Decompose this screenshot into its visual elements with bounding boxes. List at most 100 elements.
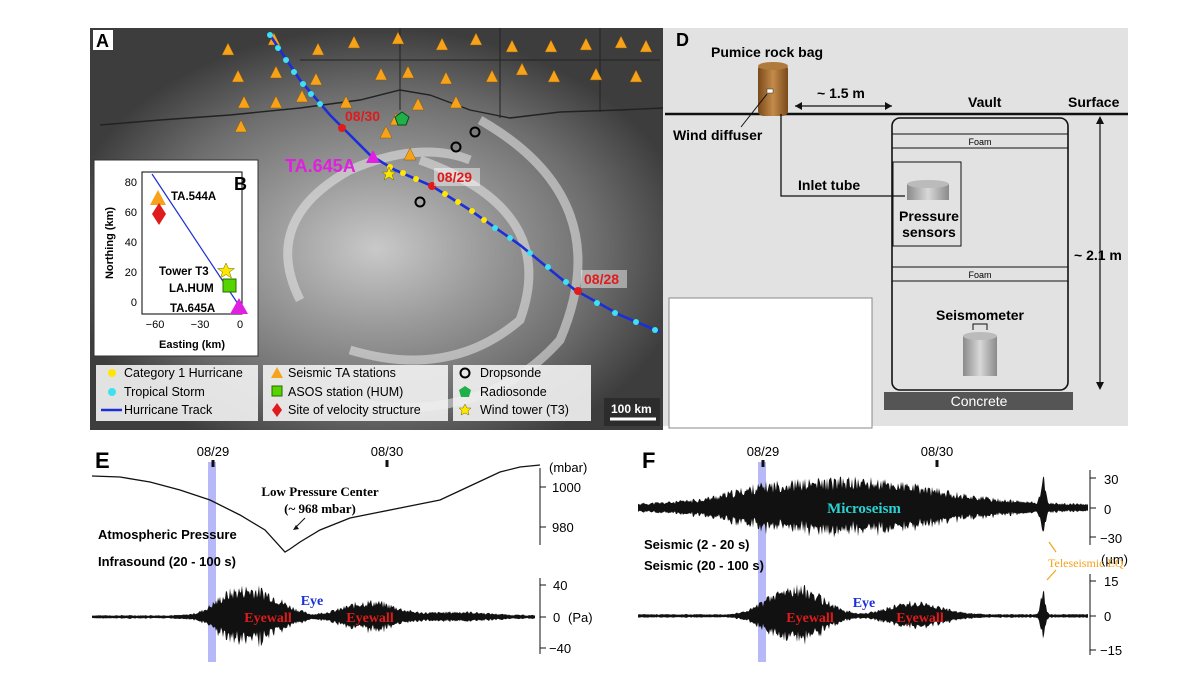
date-label-0828: 08/28 <box>584 271 619 287</box>
panel-f-letter: F <box>642 448 655 473</box>
e-infra-tick-m40: −40 <box>549 641 571 656</box>
e-annotation-2: (~ 968 mbar) <box>284 501 356 516</box>
b-xlabel: Easting (km) <box>159 339 225 351</box>
b-label-ta645a: TA.645A <box>170 303 215 315</box>
pressure-sensor-box <box>892 161 962 247</box>
e-ytick-980: 980 <box>552 520 574 535</box>
e-annotation-1: Low Pressure Center <box>261 484 378 499</box>
legend-label-dropsonde: Dropsonde <box>480 366 541 380</box>
legend-label-asos: ASOS station (HUM) <box>288 385 403 399</box>
f-eye: Eye <box>853 596 876 611</box>
e-eye: Eye <box>301 594 324 609</box>
d-vault-label: Vault <box>968 94 1002 110</box>
legend: Category 1 Hurricane Tropical Storm Hurr… <box>96 365 591 421</box>
e-ytick-1000: 1000 <box>552 480 581 495</box>
panel-d: D Pumice rock bag ~ 1.5 m Vault Surface … <box>663 28 1128 429</box>
d-depth-label: ~ 2.1 m <box>1074 247 1122 263</box>
e-date-0830: 08/30 <box>371 444 404 459</box>
pressure-sensor-icon <box>907 184 949 200</box>
legend-orange-triangle-icon <box>271 367 283 378</box>
legend-cyan-dot-icon <box>108 388 116 396</box>
legend-label-velocity: Site of velocity structure <box>288 403 421 417</box>
b-ytick-0: 0 <box>131 297 137 309</box>
dropsonde-markers <box>414 126 481 208</box>
e-eyewall-right: Eyewall <box>346 611 394 626</box>
d-pressure-label-2: sensors <box>902 224 956 240</box>
wind-tower-marker <box>381 166 397 181</box>
vault-box <box>891 117 1069 391</box>
e-infra-tick-40: 40 <box>553 578 567 593</box>
b-ylabel: Northing (km) <box>104 207 116 279</box>
f-teleseismic: Teleseismic EQ <box>1048 556 1124 570</box>
b-ta544a-marker <box>150 190 166 205</box>
d-diffuser-label: Wind diffuser <box>673 127 763 143</box>
panel-e: E 08/29 08/30 (mbar) 1000 980 Low Pressu… <box>91 444 593 662</box>
radiosonde-marker <box>394 111 410 126</box>
date-label-0829: 08/29 <box>437 169 472 185</box>
b-ytick-40: 40 <box>125 237 137 249</box>
ta645a-marker <box>366 150 380 163</box>
f-seis2-label: Seismic (20 - 100 s) <box>644 558 764 573</box>
legend-yellow-dot-icon <box>108 369 116 377</box>
b-label-lahum: LA.HUM <box>169 283 214 295</box>
panel-label-a <box>93 30 113 50</box>
b-label-tower: Tower T3 <box>159 266 209 278</box>
scale-bar-label: 100 km <box>611 402 652 416</box>
legend-black-circle-icon <box>459 367 471 379</box>
f-seis2-tick-0: 0 <box>1104 609 1111 624</box>
legend-red-diamond-icon <box>272 403 282 417</box>
panel-e-letter: E <box>95 448 110 473</box>
wind-diffuser-icon <box>766 88 774 94</box>
d-distance-label: ~ 1.5 m <box>817 85 865 101</box>
e-infra-tick-0: 0 <box>553 610 560 625</box>
date-label-0830: 08/30 <box>345 108 380 124</box>
pressure-trace <box>91 464 541 553</box>
b-xtick-0: 0 <box>237 319 243 331</box>
f-date-0829: 08/29 <box>747 444 780 459</box>
d-pressure-label-1: Pressure <box>899 208 959 224</box>
track-markers <box>267 32 658 333</box>
seismic-trace-2 <box>638 584 1088 645</box>
panel-b-letter: B <box>234 174 247 194</box>
b-xtick-m60: −60 <box>146 319 165 331</box>
e-highlight-0829 <box>208 462 216 662</box>
legend-green-pentagon-icon <box>459 386 471 397</box>
legend-green-square-icon <box>271 385 283 397</box>
b-ytick-20: 20 <box>125 267 137 279</box>
legend-label-seismic: Seismic TA stations <box>288 366 396 380</box>
legend-label-tower: Wind tower (T3) <box>480 403 569 417</box>
seismic-stations <box>221 31 653 161</box>
e-infra-unit: (Pa) <box>568 610 593 625</box>
f-unit: (μm) <box>1101 552 1128 567</box>
coastline <box>99 89 664 126</box>
f-seis1-tick-30: 30 <box>1104 472 1118 487</box>
panel-b-axes <box>141 171 243 315</box>
b-ytick-60: 60 <box>125 207 137 219</box>
legend-label-track: Hurricane Track <box>124 403 213 417</box>
legend-yellow-star-icon <box>458 403 472 416</box>
e-pressure-label: Atmospheric Pressure <box>98 527 237 542</box>
d-inlet-label: Inlet tube <box>798 177 860 193</box>
f-seis2-tick-m15: −15 <box>1100 643 1122 658</box>
d-foam1-label: Foam <box>968 137 991 147</box>
b-ytick-80: 80 <box>125 177 137 189</box>
d-surface-label: Surface <box>1068 94 1120 110</box>
f-eyewall-right: Eyewall <box>896 611 944 626</box>
panel-d-letter: D <box>676 30 689 50</box>
concrete-base <box>884 392 1073 410</box>
seismic-trace-1 <box>638 476 1088 538</box>
e-infrasound-label: Infrasound (20 - 100 s) <box>98 554 236 569</box>
legend-label-ts: Tropical Storm <box>124 385 205 399</box>
infrasound-trace <box>92 585 535 648</box>
f-seis2-tick-15: 15 <box>1104 574 1118 589</box>
f-eyewall-left: Eyewall <box>786 611 834 626</box>
b-ta645a-marker <box>230 298 248 314</box>
b-label-ta544a: TA.544A <box>171 191 216 203</box>
ta645a-label: TA.645A <box>285 156 356 176</box>
f-seis1-label: Seismic (2 - 20 s) <box>644 537 750 552</box>
d-seismometer-label: Seismometer <box>936 307 1024 323</box>
e-date-0829: 08/29 <box>197 444 230 459</box>
e-eyewall-left: Eyewall <box>244 611 292 626</box>
panel-b: B 80 60 40 20 0 −60 −30 0 Northing (km) … <box>93 159 259 357</box>
f-microseism: Microseism <box>827 501 901 517</box>
